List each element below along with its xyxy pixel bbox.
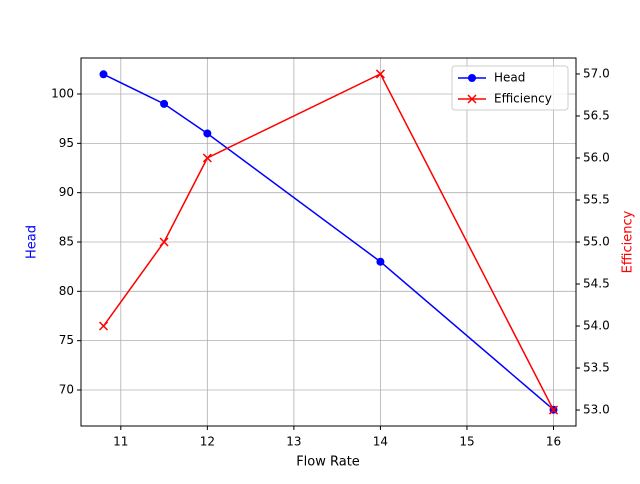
x-tick-label: 13 <box>286 435 301 449</box>
y-tick-label: 100 <box>51 87 74 101</box>
marker <box>98 321 109 331</box>
y-tick-label: 90 <box>59 185 74 199</box>
y2-tick-label: 56.5 <box>583 108 610 122</box>
legend-label: Efficiency <box>494 92 552 106</box>
y-tick-label: 75 <box>59 333 74 347</box>
y2-tick-label: 55.0 <box>583 235 610 249</box>
y-tick-label: 95 <box>59 136 74 150</box>
y2-tick-label: 57.0 <box>583 66 610 80</box>
x-tick-label: 12 <box>200 435 215 449</box>
marker <box>548 405 559 415</box>
x-tick-label: 14 <box>373 435 388 449</box>
y2-tick-label: 53.0 <box>583 403 610 417</box>
legend-label: Head <box>494 71 525 85</box>
y-tick-label: 85 <box>59 235 74 249</box>
y2-axis-label: Efficiency <box>621 210 636 273</box>
y-tick-label: 80 <box>59 284 74 298</box>
legend-marker <box>468 74 476 82</box>
x-tick-label: 11 <box>113 435 128 449</box>
y2-tick-label: 55.5 <box>583 192 610 206</box>
marker <box>376 257 385 266</box>
x-tick-label: 15 <box>459 435 474 449</box>
legend-marker <box>467 94 477 104</box>
marker <box>160 99 169 108</box>
y2-tick-label: 54.5 <box>583 277 610 291</box>
plot-frame <box>80 57 577 427</box>
marker <box>375 69 385 79</box>
marker <box>203 129 212 138</box>
y2-tick-label: 53.5 <box>583 361 610 375</box>
y2-tick-label: 54.0 <box>583 319 610 333</box>
x-axis-label: Flow Rate <box>296 455 360 470</box>
marker <box>159 237 169 247</box>
marker <box>202 153 212 163</box>
y-axis-label: Head <box>25 225 40 259</box>
y2-tick-label: 56.0 <box>583 150 610 164</box>
x-tick-label: 16 <box>546 435 561 449</box>
marker <box>99 70 108 79</box>
y-tick-label: 70 <box>59 382 74 396</box>
